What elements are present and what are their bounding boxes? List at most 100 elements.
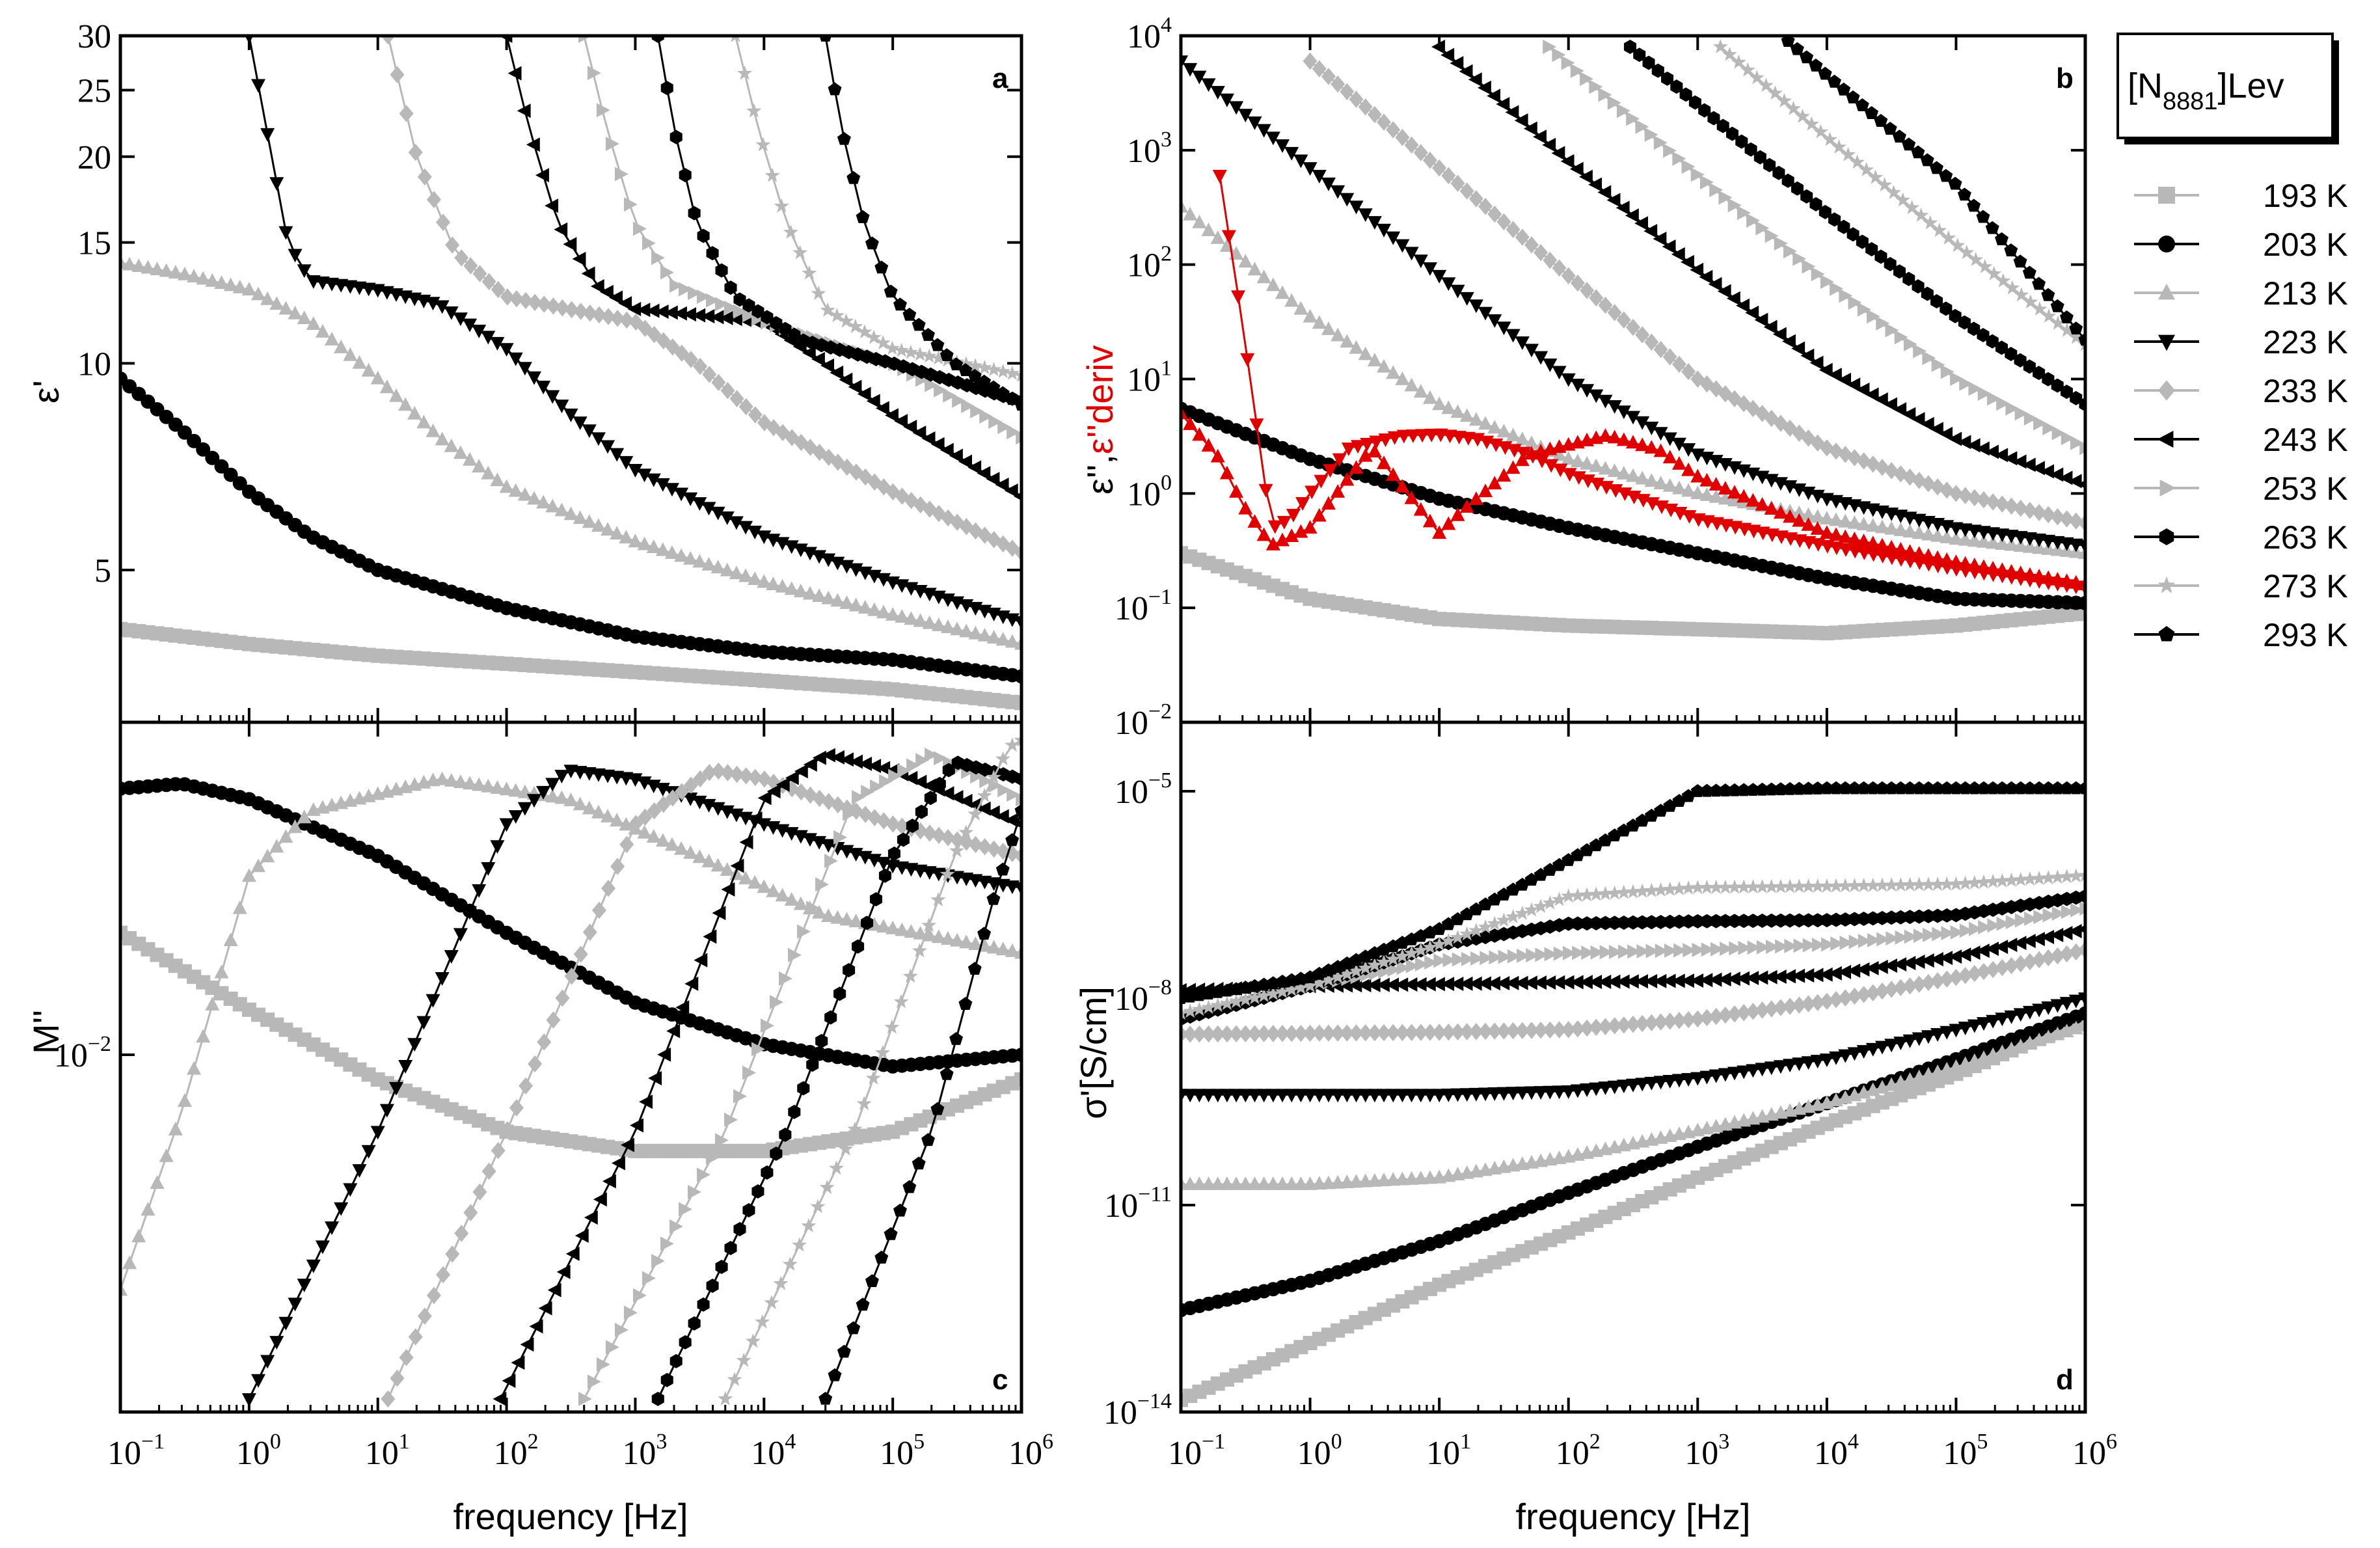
panel-d-point-253-k-54 bbox=[1673, 943, 1688, 958]
panel-d-point-243-k-93 bbox=[2031, 932, 2045, 947]
panel-b-point-233-k-57 bbox=[1829, 442, 1844, 460]
panel-b-point-213-k-67 bbox=[1792, 505, 1807, 519]
panel-a-point-253-k-39 bbox=[934, 383, 948, 398]
panel-c-point-213-k-43 bbox=[508, 783, 523, 797]
panel-a-point-233-k-22 bbox=[582, 305, 597, 322]
panel-b-ytick-label-2: 100 bbox=[1127, 470, 1172, 513]
panel-a-point-233-k-33 bbox=[684, 351, 699, 368]
panel-b-point-273-k-37 bbox=[2050, 315, 2066, 330]
panel-b-point-223-k-51 bbox=[1644, 422, 1659, 435]
panel-b-point-213-k-31 bbox=[1459, 408, 1474, 422]
panel-c-point-213-k-18 bbox=[278, 829, 293, 843]
panel-a-point-253-k-14 bbox=[705, 293, 720, 308]
panel-a-point-293-k-3 bbox=[846, 170, 861, 184]
panel-c-point-213-k-49 bbox=[563, 793, 578, 807]
panel-a-point-223-k-24 bbox=[463, 318, 478, 333]
panel-a-point-233-k-47 bbox=[812, 443, 827, 461]
panel-b-point-293-k-0 bbox=[1781, 36, 1795, 47]
panel-b-point-213-k-11 bbox=[1275, 285, 1290, 299]
panel-a-point-213-k-13 bbox=[232, 279, 247, 293]
panel-b-series-223-k bbox=[1181, 55, 2085, 554]
panel-d-point-223-k-71 bbox=[1829, 1051, 1844, 1065]
panel-d-point-253-k-80 bbox=[1913, 929, 1927, 944]
panel-c-point-213-k-87 bbox=[913, 925, 928, 940]
panel-d-point-223-k-81 bbox=[1921, 1030, 1936, 1044]
panel-c-point-253-k-0 bbox=[578, 1391, 592, 1406]
panel-d-point-273-k-45 bbox=[1588, 886, 1604, 901]
panel-a-point-213-k-52 bbox=[591, 518, 606, 532]
panel-d-point-243-k-78 bbox=[1893, 957, 1907, 971]
panel-b-point-213-k-deriv-97 bbox=[2068, 575, 2083, 589]
panel-d-point-233-k-2 bbox=[1192, 1025, 1207, 1043]
panel-b-point-233-k-21 bbox=[1496, 213, 1511, 231]
panel-d-point-273-k-10 bbox=[1265, 986, 1281, 1001]
panel-c-point-253-k-46 bbox=[997, 783, 1012, 798]
panel-a-point-273-k-10 bbox=[820, 302, 835, 317]
panel-c-point-213-k-84 bbox=[886, 920, 900, 934]
panel-a-point-213-k-20 bbox=[297, 310, 312, 325]
panel-a-series-213-k bbox=[120, 255, 1021, 650]
panel-c-point-213-k-92 bbox=[959, 934, 974, 949]
panel-b-point-213-k-deriv-58 bbox=[1709, 476, 1724, 491]
panel-a-point-223-k-22 bbox=[444, 306, 459, 320]
panel-c-point-213-k-36 bbox=[444, 772, 459, 787]
panel-b-point-253-k-40 bbox=[1913, 344, 1927, 359]
panel-a-point-233-k-49 bbox=[830, 454, 845, 471]
panel-b-point-233-k-49 bbox=[1755, 405, 1770, 422]
panel-a-point-213-k-69 bbox=[748, 571, 763, 585]
panel-d-point-243-k-77 bbox=[1884, 958, 1897, 973]
panel-b-point-223-k-45 bbox=[1589, 389, 1604, 403]
panel-d-series-243-k bbox=[1181, 924, 2085, 998]
panel-d-point-233-k-98 bbox=[2078, 941, 2085, 959]
panel-d-point-243-k-36 bbox=[1505, 975, 1519, 990]
panel-d-point-293-k-85 bbox=[1958, 781, 1973, 794]
panel-d-point-243-k-86 bbox=[1966, 945, 1981, 960]
panel-d-point-223-k-30 bbox=[1450, 1088, 1465, 1102]
panel-b-point-213-k-71 bbox=[1829, 512, 1844, 526]
panel-d-point-293-k-51 bbox=[1644, 808, 1658, 822]
panel-b-point-223-k-40 bbox=[1543, 359, 1558, 372]
panel-b-point-253-k-22 bbox=[1746, 213, 1761, 228]
legend-title-sub: 8881 bbox=[2163, 88, 2218, 115]
panel-b-point-213-k-deriv-95 bbox=[2050, 571, 2065, 586]
panel-d-point-273-k-34 bbox=[1487, 916, 1502, 930]
panel-a-point-233-k-30 bbox=[656, 332, 671, 349]
panel-c-point-243-k-8 bbox=[565, 1246, 580, 1261]
panel-c-point-213-k-98 bbox=[1014, 945, 1021, 959]
panel-d-point-223-k-46 bbox=[1598, 1081, 1613, 1096]
panel-a-point-243-k-20 bbox=[683, 307, 697, 322]
panel-c-point-233-k-46 bbox=[803, 786, 818, 804]
panel-b-point-263-k-19 bbox=[1800, 189, 1813, 204]
panel-a-point-223-k-2 bbox=[260, 128, 275, 142]
panel-b-point-253-k-4 bbox=[1580, 72, 1593, 87]
panel-d-point-223-k-94 bbox=[2041, 1001, 2056, 1015]
panel-a-point-243-k-14 bbox=[627, 301, 642, 316]
panel-c-point-253-k-30 bbox=[852, 790, 865, 805]
panel-c-point-263-k-4 bbox=[688, 1316, 701, 1331]
panel-a-point-233-k-21 bbox=[573, 303, 588, 320]
panel-b-ytick-label-6: 104 bbox=[1127, 13, 1172, 55]
panel-b-point-243-k-29 bbox=[1699, 269, 1713, 284]
panel-b-point-233-k-23 bbox=[1515, 228, 1530, 246]
panel-d-point-293-k-75 bbox=[1866, 781, 1880, 794]
panel-b-point-213-k-49 bbox=[1626, 468, 1640, 482]
panel-d-point-243-k-79 bbox=[1902, 956, 1916, 971]
panel-b-point-243-k-14 bbox=[1560, 154, 1575, 169]
panel-a-point-243-k-43 bbox=[894, 414, 908, 429]
panel-b-point-243-k-2 bbox=[1450, 56, 1464, 71]
panel-c-point-263-k-24 bbox=[869, 892, 883, 907]
panel-d-point-223-k-35 bbox=[1496, 1087, 1511, 1101]
panel-d-point-293-k-45 bbox=[1589, 838, 1603, 852]
panel-b-point-213-k-deriv-57 bbox=[1699, 472, 1714, 487]
panel-d-point-233-k-28 bbox=[1432, 1024, 1447, 1041]
panel-c-point-253-k-16 bbox=[723, 1112, 738, 1127]
panel-a-point-233-k-27 bbox=[629, 313, 643, 331]
panel-b-point-293-k-4 bbox=[1818, 66, 1832, 80]
panel-d-point-213-k-8 bbox=[1247, 1176, 1262, 1190]
panel-b-point-213-k-41 bbox=[1552, 447, 1567, 461]
panel-b-point-253-k-19 bbox=[1718, 190, 1733, 205]
panel-c-point-213-k-52 bbox=[591, 804, 606, 819]
panel-d-point-233-k-1 bbox=[1183, 1025, 1198, 1043]
panel-d-point-233-k-25 bbox=[1404, 1024, 1419, 1041]
panel-c-point-233-k-23 bbox=[591, 901, 606, 919]
